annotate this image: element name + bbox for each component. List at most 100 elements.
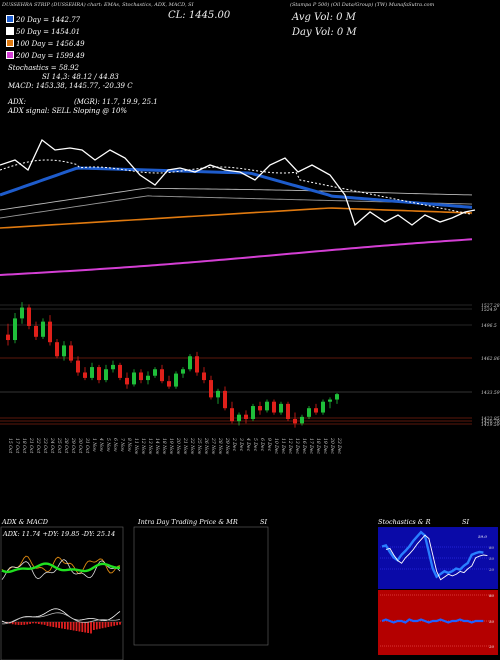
macd-histogram-bar bbox=[66, 622, 69, 630]
adx-panel bbox=[0, 526, 124, 660]
candle-body bbox=[34, 325, 38, 337]
date-tick-label: 30 Oct bbox=[77, 438, 83, 453]
price-axis-label: 1420.79 bbox=[481, 419, 500, 425]
candle-body bbox=[314, 408, 318, 413]
ema-50-day-line bbox=[0, 159, 473, 215]
ema-envelope-upper bbox=[0, 187, 473, 211]
price-axis-label: 1433.59 bbox=[481, 390, 500, 396]
candle-body bbox=[48, 321, 52, 343]
date-tick-label: 18 Dec bbox=[315, 438, 321, 454]
macd-histogram-bar bbox=[20, 622, 23, 625]
adx-values: (MGR): 11.7, 19.9, 25.1 bbox=[74, 98, 158, 106]
stoch-panel-suffix: SI bbox=[462, 518, 470, 526]
candle-body bbox=[188, 356, 192, 370]
close-price: CL: 1445.00 bbox=[168, 10, 231, 21]
legend-200-day: 200 Day = 1599.49 bbox=[6, 51, 85, 60]
candle-body bbox=[132, 372, 136, 385]
date-tick-label: 11 Nov bbox=[133, 438, 139, 455]
stochastics-d-line bbox=[385, 534, 488, 581]
candle-body bbox=[13, 318, 17, 341]
macd-histogram-bar bbox=[46, 622, 49, 626]
date-tick-label: 9 Dec bbox=[266, 438, 272, 452]
adx-signal: ADX signal: SELL Sloping @ 10% bbox=[8, 107, 128, 115]
si-tick-label: 50 bbox=[489, 619, 495, 624]
date-tick-label: 19 Dec bbox=[322, 438, 328, 454]
adx-plus-di-line bbox=[1, 555, 121, 575]
candle-body bbox=[202, 372, 206, 381]
candle-body bbox=[27, 307, 31, 326]
candle-body bbox=[244, 414, 248, 420]
candle-body bbox=[160, 369, 164, 382]
macd-histogram-bar bbox=[64, 622, 66, 629]
macd-histogram-bar bbox=[40, 622, 43, 625]
candle-body bbox=[125, 377, 129, 385]
price-axis-label: 1419.59 bbox=[481, 422, 500, 428]
date-tick-label: 3 Dec bbox=[238, 438, 244, 452]
date-tick-label: 5 Nov bbox=[105, 438, 111, 452]
price-axis-label: 1422.85 bbox=[481, 416, 500, 422]
macd-histogram-bar bbox=[101, 622, 104, 629]
candle-body bbox=[293, 419, 297, 424]
date-tick-label: 17 Oct bbox=[14, 438, 20, 453]
stoch-value-annotation: 59.0 bbox=[478, 534, 487, 539]
date-tick-label: 1 Nov bbox=[91, 438, 97, 452]
macd-histogram-bar bbox=[43, 622, 46, 625]
macd-histogram-bar bbox=[116, 622, 118, 626]
date-tick-label: 28 Oct bbox=[63, 437, 69, 453]
candle-body bbox=[41, 321, 45, 337]
macd-histogram-bar bbox=[98, 622, 101, 629]
macd-histogram-bar bbox=[87, 622, 89, 633]
date-tick-label: 27 Nov bbox=[210, 437, 216, 455]
candle-body bbox=[76, 360, 80, 373]
macd-histogram-bar bbox=[75, 622, 78, 631]
macd-histogram-bar bbox=[84, 622, 87, 633]
chart-header-right: (Stampa P 500) (Oil Data/Group) (TW) Mun… bbox=[290, 2, 435, 8]
avg-volume: Avg Vol: 0 M bbox=[292, 12, 356, 23]
candle-body bbox=[237, 414, 241, 422]
ema-legend: 20 Day = 1442.77 50 Day = 1454.01 100 Da… bbox=[6, 15, 85, 60]
date-tick-label: 18 Oct bbox=[21, 438, 27, 453]
swatch-20-day bbox=[6, 15, 14, 23]
si-value: SI 14,3: 48.12 / 44.83 bbox=[42, 73, 119, 81]
ema-100-day-line bbox=[0, 207, 473, 229]
macd-histogram-bar bbox=[81, 622, 84, 632]
date-tick-label: 15 Oct bbox=[7, 438, 13, 453]
macd-histogram-bar bbox=[23, 622, 26, 625]
date-tick-label: 6 Dec bbox=[259, 438, 265, 452]
candle-body bbox=[272, 401, 276, 413]
swatch-100-day bbox=[6, 39, 14, 47]
day-volume: Day Vol: 0 M bbox=[292, 27, 357, 38]
macd-histogram-bar bbox=[26, 622, 29, 625]
candle-body bbox=[251, 406, 255, 420]
macd-histogram-bar bbox=[113, 622, 116, 626]
ema-20-day-line bbox=[0, 166, 473, 209]
macd-histogram-bar bbox=[52, 622, 55, 627]
candle-body bbox=[174, 373, 178, 387]
macd-value: MACD: 1453.38, 1445.77, -20.39 C bbox=[8, 82, 133, 90]
adx-panel-title: ADX & MACD bbox=[2, 518, 48, 526]
candle-body bbox=[279, 403, 283, 413]
chart-header-left: DUSSEHRA STRIP (DUSSEHRA) chart: EMAs, S… bbox=[2, 2, 194, 8]
candle-body bbox=[230, 408, 234, 422]
adx-panel-values: ADX: 11.74 +DY: 19.85 -DY: 25.14 bbox=[3, 530, 116, 538]
date-tick-label: 23 Oct bbox=[42, 437, 48, 453]
date-tick-label: 13 Dec bbox=[294, 438, 300, 454]
date-tick-label: 22 Oct bbox=[35, 437, 41, 453]
macd-histogram-bar bbox=[107, 622, 110, 627]
stoch-tick-label: 20 bbox=[488, 567, 495, 572]
swatch-50-day bbox=[6, 27, 14, 35]
candle-body bbox=[139, 372, 143, 381]
candle-body bbox=[6, 334, 10, 341]
candle-body bbox=[55, 342, 59, 357]
date-tick-label: 26 Nov bbox=[203, 437, 209, 455]
candle-body bbox=[20, 307, 24, 319]
date-tick-label: 2 Dec bbox=[231, 437, 237, 452]
stochastics-k-line bbox=[381, 530, 484, 579]
candle-body bbox=[90, 367, 94, 378]
date-tick-label: 31 Oct bbox=[84, 438, 90, 453]
date-tick-label: 7 Nov bbox=[119, 438, 125, 452]
intraday-panel-title: Intra Day Trading Price & MR bbox=[138, 518, 238, 526]
date-tick-label: 11 Dec bbox=[280, 438, 286, 454]
date-tick-label: 25 Oct bbox=[56, 437, 62, 453]
